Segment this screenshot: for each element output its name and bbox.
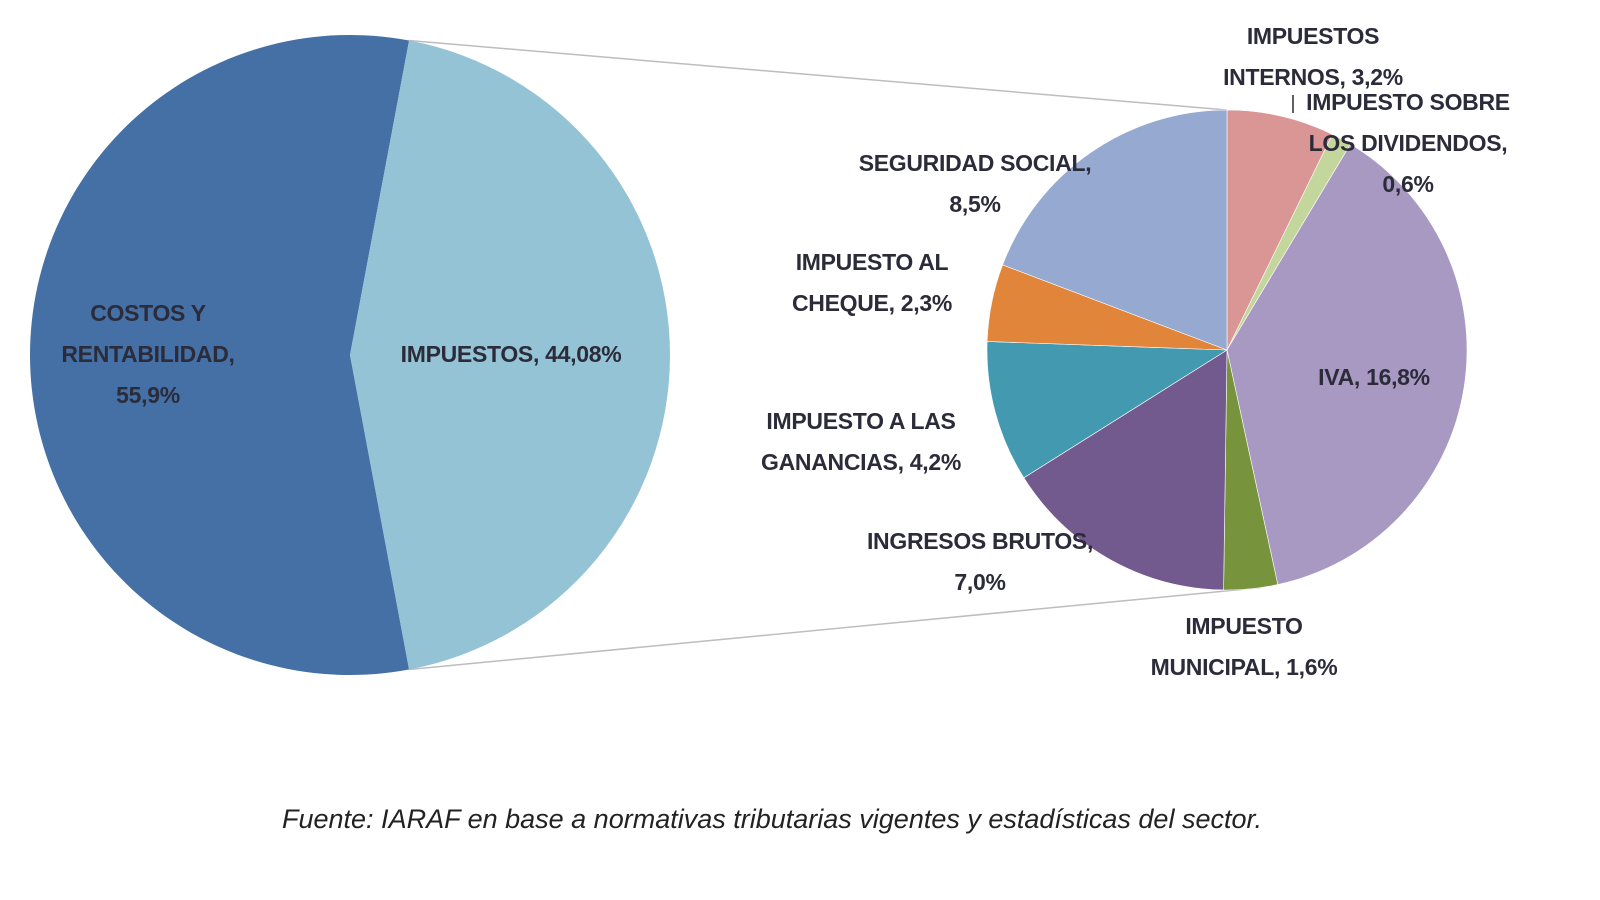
connector-line-top: [409, 39, 1228, 111]
label-iva: IVA, 16,8%: [1318, 364, 1430, 390]
label-line: IMPUESTO SOBRE: [1306, 89, 1510, 115]
label-line: 7,0%: [954, 569, 1005, 595]
label-line: INTERNOS, 3,2%: [1223, 64, 1403, 90]
label-line: INGRESOS BRUTOS,: [867, 528, 1093, 554]
connector-line-bottom: [409, 586, 1261, 671]
label-line: SEGURIDAD SOCIAL,: [859, 150, 1092, 176]
slice-iva: [1226, 143, 1468, 585]
label-line: IMPUESTOS: [1247, 23, 1379, 49]
connector-lines: [409, 39, 1261, 671]
slice-seguridad-social: [1002, 109, 1228, 351]
label-line: CHEQUE, 2,3%: [792, 290, 952, 316]
slice-costos-y-rentabilidad: [30, 34, 410, 675]
label-impuesto-municipal: IMPUESTO MUNICIPAL, 1,6%: [1151, 613, 1338, 680]
label-line: MUNICIPAL, 1,6%: [1151, 654, 1338, 680]
label-line: COSTOS Y: [90, 300, 206, 326]
label-impuesto-al-cheque: IMPUESTO AL CHEQUE, 2,3%: [792, 249, 952, 316]
slice-impuestos-internos: [1226, 109, 1333, 351]
label-line: LOS DIVIDENDOS,: [1309, 130, 1508, 156]
label-ingresos-brutos: INGRESOS BRUTOS, 7,0%: [867, 528, 1093, 595]
slice-impuestos: [350, 40, 670, 670]
label-costos-y-rentabilidad: COSTOS Y RENTABILIDAD, 55,9%: [61, 300, 234, 408]
label-line: GANANCIAS, 4,2%: [761, 449, 961, 475]
label-line: IVA, 16,8%: [1318, 364, 1430, 390]
label-impuestos: IMPUESTOS, 44,08%: [401, 341, 622, 367]
label-line: 0,6%: [1382, 171, 1433, 197]
label-seguridad-social: SEGURIDAD SOCIAL, 8,5%: [859, 150, 1092, 217]
label-line: RENTABILIDAD,: [61, 341, 234, 367]
label-line: 8,5%: [949, 191, 1000, 217]
source-caption: Fuente: IARAF en base a normativas tribu…: [282, 804, 1262, 834]
label-line: IMPUESTO: [1185, 613, 1302, 639]
label-line: IMPUESTO A LAS: [766, 408, 955, 434]
main-pie: [30, 34, 670, 675]
slice-ingresos-brutos: [1023, 349, 1228, 591]
label-impuestos-internos: IMPUESTOS INTERNOS, 3,2%: [1223, 23, 1403, 90]
label-line: IMPUESTOS, 44,08%: [401, 341, 622, 367]
label-line: 55,9%: [116, 382, 180, 408]
label-impuesto-a-las-ganancias: IMPUESTO A LAS GANANCIAS, 4,2%: [761, 408, 961, 475]
secondary-pie: [986, 109, 1468, 591]
label-impuesto-sobre-los-dividendos: IMPUESTO SOBRE LOS DIVIDENDOS, 0,6%: [1306, 89, 1510, 197]
slice-impuesto-a-las-ganancias: [986, 341, 1228, 479]
label-line: IMPUESTO AL: [796, 249, 949, 275]
data-labels: COSTOS Y RENTABILIDAD, 55,9% IMPUESTOS, 44,…: [61, 23, 1510, 680]
